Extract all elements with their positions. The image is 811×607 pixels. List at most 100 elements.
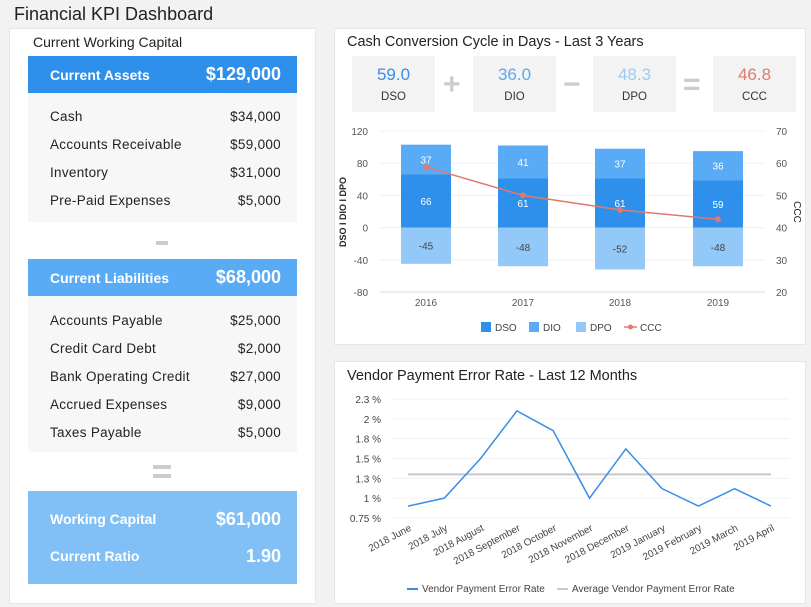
y-tick-label: 1.5 % [355,455,381,466]
bar-dio [498,145,548,179]
legend-dso-icon [481,322,491,332]
item-value: $31,000 [230,164,281,180]
y-tick-label: 120 [351,127,368,138]
ccc-point [617,206,623,213]
item-value: $9,000 [237,396,281,412]
data-label-dpo: -52 [613,245,628,256]
item-value: $5,000 [237,424,281,440]
kpi-label: DIO [504,91,525,103]
plus-icon: + [443,68,461,101]
y-tick-label: 0.75 % [350,514,381,525]
legend-label: DSO [495,323,517,334]
list-item: Inventory $31,000 [50,158,281,186]
current-liabilities-value: $68,000 [215,267,281,287]
current-liabilities-label: Current Liabilities [50,269,170,286]
ccc-point [715,216,721,223]
kpi-label: DPO [622,91,647,103]
working-capital-value: $61,000 [215,508,281,529]
bar-dso [498,178,548,228]
list-item: Accounts Payable $25,000 [50,306,281,334]
y-axis-label: DSO I DIO I DPO [338,177,348,247]
y-tick-label: 0 [362,224,368,235]
item-value: $34,000 [230,108,281,124]
current-ratio-value: 1.90 [245,545,281,566]
kpi-value: 46.8 [737,65,772,84]
item-value: $2,000 [237,340,281,356]
data-label-dio: 37 [420,156,432,167]
kpi-value: 59.0 [376,65,411,84]
y-tick-label: 2.3 % [355,395,381,406]
current-ratio-label: Current Ratio [50,548,140,564]
data-label-dpo: -48 [516,243,531,254]
bar-dpo [595,227,645,270]
bar-dso [595,178,645,228]
bar-dpo [693,227,743,267]
current-assets-header: Current Assets $129,000 [28,56,297,93]
y2-tick-label: 50 [776,191,788,202]
equals-icon [153,465,171,469]
x-tick-label: 2019 [707,298,730,309]
ccc-point [423,164,429,171]
kpi-value: 48.3 [617,65,652,84]
y-tick-label: 80 [357,159,369,170]
current-assets-value: $129,000 [205,64,281,84]
list-item: Cash $34,000 [50,102,281,130]
data-label-dpo: -48 [711,243,726,254]
item-label: Inventory [50,164,109,180]
x-tick-label: 2016 [415,298,438,309]
bar-dio [693,151,743,181]
item-value: $59,000 [230,136,281,152]
data-label-dso: 61 [614,199,626,210]
data-label-dso: 66 [420,197,432,208]
item-label: Credit Card Debt [50,340,157,356]
equals-icon: = [683,68,701,101]
legend-ccc-marker [628,324,633,330]
y-tick-label: 1.8 % [355,435,381,446]
list-item: Taxes Payable $5,000 [50,418,281,446]
y-tick-label: 1.3 % [355,474,381,485]
data-label-dso: 61 [517,199,529,210]
assets-list: Cash $34,000 Accounts Receivable $59,000 I… [28,93,297,222]
data-label-dio: 41 [517,158,529,169]
x-tick-label: 2018 [609,298,632,309]
x-tick-label: 2017 [512,298,535,309]
legend-label: DPO [590,323,612,334]
y-tick-label: -40 [354,256,369,267]
kpi-dio: 36.0 DIO [473,56,556,112]
current-assets-label: Current Assets [50,66,150,83]
y-tick-label: 1 % [364,494,381,505]
y2-axis-label: CCC [791,201,802,223]
y2-tick-label: 70 [776,127,788,138]
item-label: Bank Operating Credit [50,368,190,384]
kpi-dpo: 48.3 DPO [593,56,676,112]
legend-label: Vendor Payment Error Rate [422,584,545,595]
liabilities-list: Accounts Payable $25,000 Credit Card Debt… [28,296,297,452]
kpi-ccc: 46.8 CCC [713,56,796,112]
legend-label: Average Vendor Payment Error Rate [572,584,735,595]
list-item: Credit Card Debt $2,000 [50,334,281,362]
working-capital-title: Current Working Capital [33,34,183,50]
legend-dpo-icon [576,322,586,332]
current-liabilities-header: Current Liabilities $68,000 [28,259,297,296]
item-value: $25,000 [230,312,281,328]
kpi-dso: 59.0 DSO [352,56,435,112]
y-tick-label: 40 [357,191,369,202]
working-capital-label: Working Capital [50,511,157,527]
y-tick-label: -80 [354,288,369,299]
data-label-dso: 59 [712,200,724,211]
item-label: Accrued Expenses [50,396,168,412]
list-item: Pre-Paid Expenses $5,000 [50,186,281,214]
list-item: Accrued Expenses $9,000 [50,390,281,418]
y2-tick-label: 40 [776,224,788,235]
kpi-label: CCC [742,91,767,103]
ccc-point [520,192,526,199]
ccc-line [425,166,719,220]
item-label: Cash [50,108,83,124]
x-tick-label: 2018 June [367,523,414,555]
legend-label: CCC [640,323,662,334]
kpi-label: DSO [381,91,406,103]
item-label: Accounts Payable [50,312,163,328]
y2-tick-label: 30 [776,256,788,267]
